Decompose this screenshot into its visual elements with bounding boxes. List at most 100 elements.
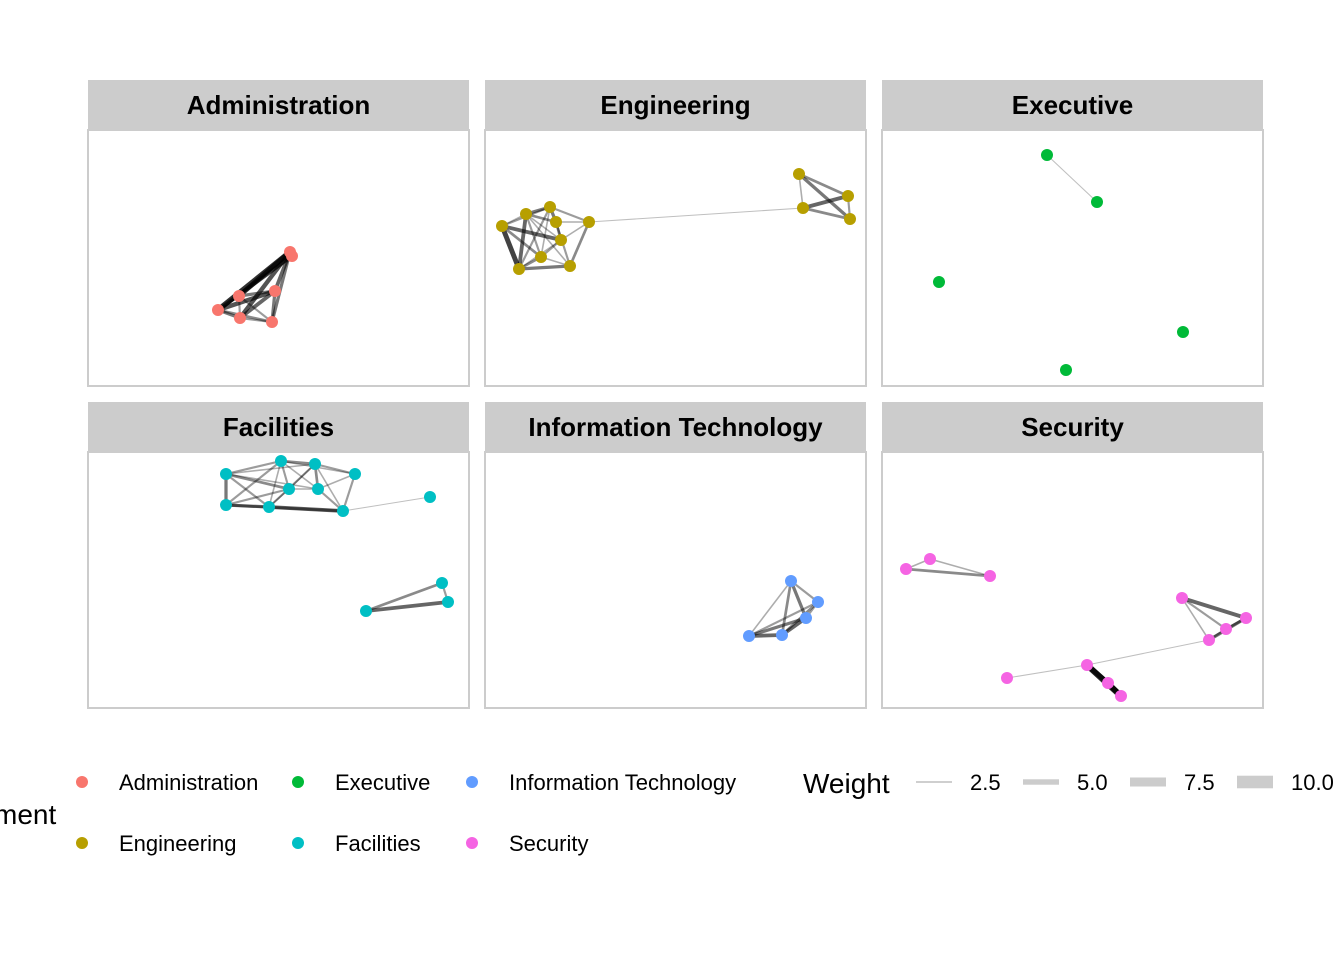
legend-color-key: [466, 837, 478, 849]
network-node: [743, 630, 755, 642]
network-node: [275, 455, 287, 467]
network-edge: [270, 251, 292, 323]
network-node: [496, 220, 508, 232]
network-edge: [365, 581, 443, 613]
facet-panel-body: [87, 451, 470, 709]
network-node: [1203, 634, 1215, 646]
legend-weight-key: [1237, 775, 1273, 789]
legend-color-label: Executive: [335, 770, 430, 795]
legend-color-label: Security: [509, 831, 588, 856]
facet-strip: [88, 402, 469, 452]
network-edge: [288, 463, 316, 490]
network-edge: [789, 580, 808, 619]
network-edge: [268, 460, 282, 508]
network-edge: [1086, 639, 1210, 666]
network-node: [1001, 672, 1013, 684]
network-edge: [216, 254, 294, 312]
facet-panel: Security: [881, 402, 1264, 709]
network-node: [1220, 623, 1232, 635]
legend: ment Administration Executive Information …: [0, 768, 1334, 856]
network-node: [349, 468, 361, 480]
network-edge: [341, 473, 357, 512]
network-node: [1240, 612, 1252, 624]
legend-color-title: ment: [0, 799, 56, 830]
network-node: [436, 577, 448, 589]
network-edge: [549, 205, 590, 224]
network-node: [233, 290, 245, 302]
network-node: [900, 563, 912, 575]
network-node: [309, 458, 321, 470]
facet-title: Engineering: [600, 90, 750, 120]
node-layer: [496, 168, 856, 275]
legend-color-key: [292, 776, 304, 788]
network-edge: [748, 616, 807, 638]
network-node: [269, 285, 281, 297]
node-layer: [212, 246, 298, 328]
network-edge: [802, 206, 851, 221]
network-edge: [1181, 597, 1227, 630]
network-edge: [238, 289, 277, 320]
legend-weight-label: 5.0: [1077, 770, 1108, 795]
node-layer: [933, 149, 1189, 376]
network-node: [812, 596, 824, 608]
legend-weight-key: [1023, 779, 1059, 785]
legend-color-label: Administration: [119, 770, 258, 795]
network-edge: [524, 213, 543, 258]
network-edge: [499, 225, 522, 270]
network-node: [797, 202, 809, 214]
network-node: [555, 234, 567, 246]
legend-weight-label: 10.0: [1291, 770, 1334, 795]
network-edge: [225, 460, 282, 506]
network-edge: [225, 472, 290, 491]
facet-panel-body: [881, 129, 1264, 387]
network-edge: [225, 459, 282, 476]
network-edge: [525, 213, 562, 241]
facet-panel: Facilities: [87, 402, 470, 709]
network-node: [312, 483, 324, 495]
network-edge: [314, 463, 344, 512]
network-node: [442, 596, 454, 608]
legend-weight-label: 7.5: [1184, 770, 1215, 795]
network-node: [424, 491, 436, 503]
color-legend: Administration Executive Information Techn…: [76, 770, 736, 856]
network-node: [1041, 149, 1053, 161]
network-node: [283, 483, 295, 495]
network-node: [933, 276, 945, 288]
network-edge: [268, 505, 344, 513]
network-node: [220, 499, 232, 511]
network-node: [1176, 592, 1188, 604]
edge-layer: [1046, 154, 1098, 203]
network-edge: [314, 462, 356, 476]
network-edge: [748, 601, 819, 637]
network-edge: [225, 473, 270, 508]
network-node: [286, 250, 298, 262]
network-edge: [225, 473, 319, 490]
network-node: [266, 316, 278, 328]
node-layer: [743, 575, 824, 642]
node-layer: [220, 455, 454, 617]
legend-weight-key: [916, 781, 952, 783]
network-node: [924, 553, 936, 565]
network-node: [984, 570, 996, 582]
network-node: [844, 213, 856, 225]
facet-panel: Administration: [87, 80, 470, 387]
network-node: [550, 216, 562, 228]
network-edge: [802, 194, 849, 210]
network-edge: [280, 460, 319, 490]
legend-color-key: [76, 776, 88, 788]
network-node: [1102, 677, 1114, 689]
network-node: [520, 208, 532, 220]
network-edge: [748, 580, 792, 637]
weight-legend: 2.5 5.0 7.5 10.0: [916, 770, 1334, 795]
network-edge: [517, 213, 528, 270]
facet-title: Information Technology: [528, 412, 823, 442]
network-edge: [929, 558, 991, 577]
network-edge: [588, 207, 804, 223]
node-layer: [900, 553, 1252, 702]
facet-strip: [485, 80, 866, 130]
network-node: [1060, 364, 1072, 376]
network-edge: [568, 221, 591, 267]
network-node: [1115, 690, 1127, 702]
facet-title: Facilities: [223, 412, 334, 442]
